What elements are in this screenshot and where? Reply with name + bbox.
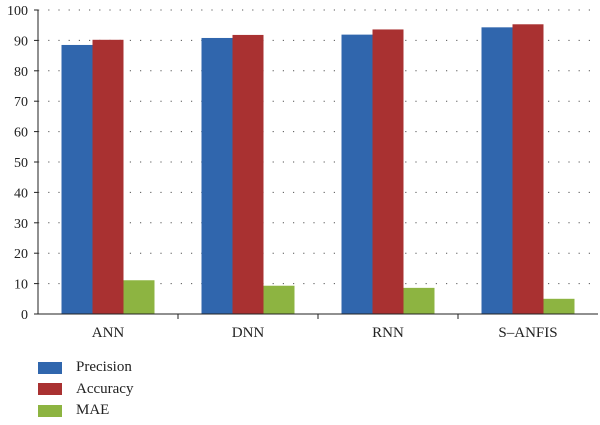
bar-accuracy-ann bbox=[92, 39, 124, 315]
legend-label-mae: MAE bbox=[76, 402, 110, 419]
legend-label-accuracy: Accuracy bbox=[76, 380, 134, 397]
bar-precision-ann bbox=[61, 44, 93, 315]
bar-mae-s-anfis bbox=[543, 298, 575, 314]
bar-accuracy-dnn bbox=[232, 34, 264, 314]
y-tick-label-30: 30 bbox=[14, 217, 28, 232]
bar-mae-rnn bbox=[403, 287, 435, 314]
y-tick-label-10: 10 bbox=[14, 278, 28, 293]
y-tick-label-40: 40 bbox=[14, 186, 28, 201]
y-tick-label-20: 20 bbox=[14, 247, 28, 262]
legend-item-accuracy: Accuracy bbox=[38, 379, 133, 401]
x-tick-label-dnn: DNN bbox=[232, 325, 265, 341]
legend-swatch-precision bbox=[38, 361, 62, 374]
legend-item-precision: Precision bbox=[38, 357, 133, 379]
bar-accuracy-s-anfis bbox=[512, 24, 544, 315]
y-tick-label-90: 90 bbox=[14, 34, 28, 49]
legend: Precision Accuracy MAE bbox=[38, 357, 133, 422]
y-tick-label-100: 100 bbox=[7, 4, 28, 19]
bar-precision-s-anfis bbox=[481, 27, 513, 314]
y-tick-label-0: 0 bbox=[21, 308, 28, 323]
bar-mae-dnn bbox=[263, 285, 295, 314]
x-tick-label-ann: ANN bbox=[92, 325, 125, 341]
legend-item-mae: MAE bbox=[38, 400, 133, 422]
bar-mae-ann bbox=[123, 280, 155, 314]
legend-label-precision: Precision bbox=[76, 359, 132, 376]
bar-precision-rnn bbox=[341, 34, 373, 315]
bar-chart: 0 10 20 30 40 50 60 70 80 90 100 ANN DNN RNN S–ANFIS bbox=[7, 4, 598, 341]
y-tick-label-50: 50 bbox=[14, 156, 28, 171]
x-tick-label-rnn: RNN bbox=[372, 325, 404, 341]
axis-labels: 0 10 20 30 40 50 60 70 80 90 100 ANN DNN RNN S–ANFIS bbox=[7, 4, 558, 341]
y-tick-label-60: 60 bbox=[14, 126, 28, 141]
x-tick-label-s-anfis: S–ANFIS bbox=[498, 325, 557, 341]
bars bbox=[61, 24, 575, 315]
axes bbox=[34, 9, 598, 319]
y-tick-label-70: 70 bbox=[14, 95, 28, 110]
bar-accuracy-rnn bbox=[372, 29, 404, 315]
bar-precision-dnn bbox=[201, 37, 233, 315]
legend-swatch-accuracy bbox=[38, 383, 62, 396]
y-tick-label-80: 80 bbox=[14, 65, 28, 80]
legend-swatch-mae bbox=[38, 404, 62, 417]
